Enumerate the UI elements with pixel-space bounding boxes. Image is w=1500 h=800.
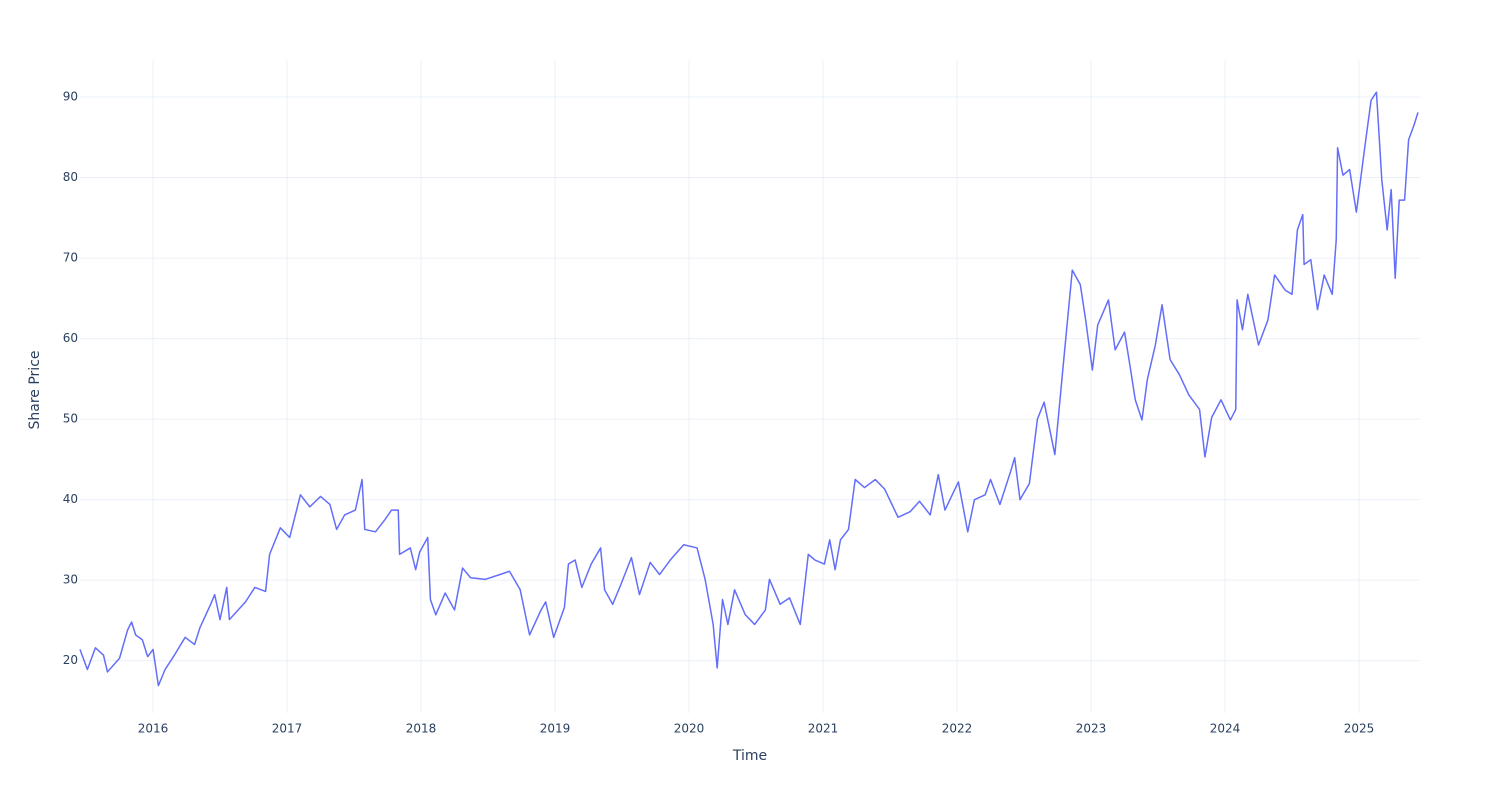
x-axis-title: Time: [732, 748, 767, 764]
y-tick-label: 60: [63, 331, 78, 345]
y-tick-label: 40: [63, 492, 78, 506]
x-tick-label: 2017: [272, 722, 303, 736]
x-tick-label: 2022: [942, 722, 973, 736]
y-tick-label: 70: [63, 251, 78, 265]
y-tick-label: 80: [63, 170, 78, 184]
y-tick-label: 30: [63, 573, 78, 587]
x-tick-label: 2023: [1076, 722, 1107, 736]
x-tick-label: 2016: [138, 722, 169, 736]
y-tick-label: 90: [63, 90, 78, 104]
x-tick-label: 2018: [406, 722, 437, 736]
y-tick-label: 50: [63, 412, 78, 426]
line-series: [79, 91, 1419, 687]
x-tick-label: 2021: [808, 722, 839, 736]
y-axis-title: Share Price: [27, 350, 43, 429]
x-tick-label: 2025: [1344, 722, 1375, 736]
y-tick-label: 20: [63, 653, 78, 667]
x-tick-label: 2019: [540, 722, 571, 736]
x-tick-label: 2024: [1210, 722, 1241, 736]
x-tick-label: 2020: [674, 722, 705, 736]
